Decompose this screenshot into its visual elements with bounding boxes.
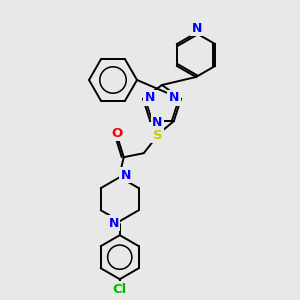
Text: N: N — [109, 217, 119, 230]
Text: N: N — [192, 22, 202, 34]
Text: N: N — [145, 91, 155, 104]
Text: S: S — [153, 129, 163, 142]
Text: O: O — [111, 127, 122, 140]
Text: N: N — [121, 169, 131, 182]
Text: Cl: Cl — [112, 283, 127, 296]
Text: N: N — [152, 116, 162, 129]
Text: N: N — [169, 91, 179, 104]
